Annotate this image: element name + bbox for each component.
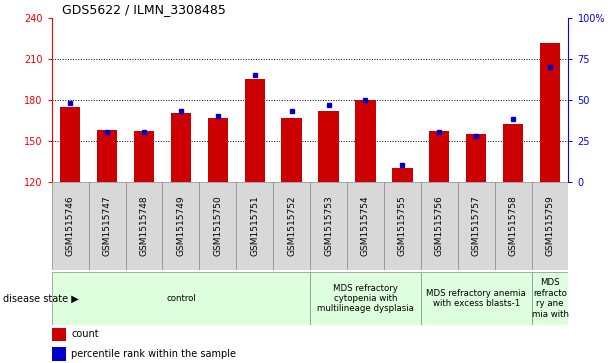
Bar: [282, 118, 302, 182]
Bar: [540, 43, 560, 182]
Text: GSM1515748: GSM1515748: [139, 196, 148, 256]
Bar: [199, 182, 237, 270]
Text: GSM1515758: GSM1515758: [509, 196, 517, 256]
Bar: [97, 130, 117, 182]
Bar: [531, 182, 568, 270]
Bar: [421, 182, 458, 270]
Bar: [458, 182, 495, 270]
Text: GSM1515747: GSM1515747: [103, 196, 111, 256]
Bar: [52, 272, 310, 325]
Text: MDS refractory
cytopenia with
multilineage dysplasia: MDS refractory cytopenia with multilinea…: [317, 284, 414, 314]
Bar: [237, 182, 273, 270]
Bar: [347, 182, 384, 270]
Bar: [125, 182, 162, 270]
Text: GSM1515753: GSM1515753: [324, 196, 333, 256]
Bar: [429, 131, 449, 182]
Text: GSM1515756: GSM1515756: [435, 196, 444, 256]
Bar: [208, 118, 228, 182]
Bar: [503, 124, 523, 182]
Bar: [89, 182, 125, 270]
Bar: [244, 79, 265, 182]
Bar: [162, 182, 199, 270]
Text: GSM1515749: GSM1515749: [176, 196, 185, 256]
Bar: [421, 272, 531, 325]
Bar: [134, 131, 154, 182]
Bar: [384, 182, 421, 270]
Bar: [495, 182, 531, 270]
Bar: [310, 182, 347, 270]
Text: GSM1515755: GSM1515755: [398, 196, 407, 256]
Bar: [355, 100, 376, 182]
Text: count: count: [71, 329, 99, 339]
Text: GDS5622 / ILMN_3308485: GDS5622 / ILMN_3308485: [62, 3, 226, 16]
Bar: [466, 134, 486, 182]
Text: control: control: [166, 294, 196, 303]
Bar: [319, 111, 339, 182]
Bar: [171, 113, 191, 182]
Text: GSM1515752: GSM1515752: [287, 196, 296, 256]
Text: MDS refractory anemia
with excess blasts-1: MDS refractory anemia with excess blasts…: [426, 289, 526, 308]
Text: disease state ▶: disease state ▶: [3, 294, 79, 303]
Text: GSM1515754: GSM1515754: [361, 196, 370, 256]
Text: GSM1515751: GSM1515751: [250, 196, 259, 256]
Text: GSM1515759: GSM1515759: [545, 196, 554, 256]
Text: GSM1515746: GSM1515746: [66, 196, 75, 256]
Bar: [60, 107, 80, 182]
Text: GSM1515757: GSM1515757: [472, 196, 481, 256]
Bar: [52, 327, 66, 341]
Bar: [310, 272, 421, 325]
Text: MDS
refracto
ry ane
mia with: MDS refracto ry ane mia with: [531, 278, 568, 319]
Bar: [392, 168, 412, 182]
Bar: [273, 182, 310, 270]
Text: percentile rank within the sample: percentile rank within the sample: [71, 349, 237, 359]
Text: GSM1515750: GSM1515750: [213, 196, 223, 256]
Bar: [52, 182, 89, 270]
Bar: [52, 347, 66, 361]
Bar: [531, 272, 568, 325]
